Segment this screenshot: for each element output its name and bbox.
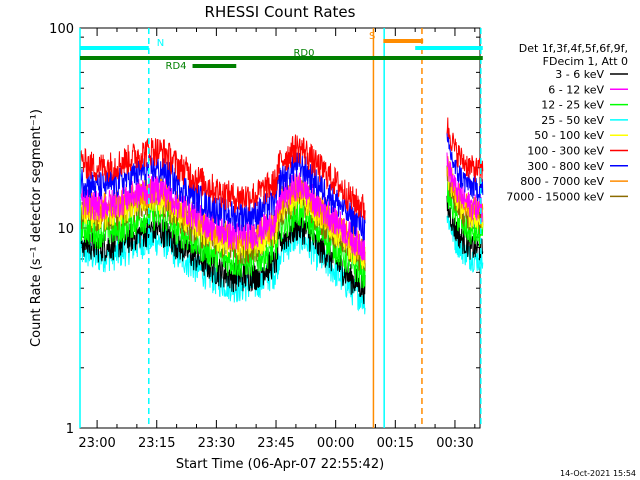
legend-entry-label: 7000 - 15000 keV [506,190,604,203]
axes: 1 10 100 Count Rate (s⁻¹ detector segment⁻¹… [29,22,481,451]
x-tick-label: 23:15 [138,436,175,451]
legend-header: Det 1f,3f,4f,5f,6f,9f, [519,42,628,55]
legend-header: FDecim 1, Att 0 [543,55,628,68]
annotation-label: S [369,31,375,42]
series-line [79,134,366,221]
x-tick-label: 00:30 [436,436,473,451]
x-tick-label: 23:45 [257,436,294,451]
x-tick-label: 00:15 [377,436,414,451]
y-tick-label: 100 [49,22,74,37]
footer-timestamp: 14-Oct-2021 15:54 [560,469,636,478]
y-tick-label: 1 [66,422,74,437]
series-line [79,213,366,305]
legend-entry-label: 800 - 7000 keV [520,175,604,188]
annotation-label: N [157,38,164,49]
legend: Det 1f,3f,4f,5f,6f,9f,FDecim 1, Att 03 -… [506,42,628,203]
series-line [446,117,484,183]
legend-entry-label: 50 - 100 keV [534,129,604,142]
plot-frame [79,27,481,429]
annotation-label: RD4 [166,61,187,72]
series-line [446,213,484,274]
series-line [79,172,366,261]
x-axis-label: Start Time (06-Apr-07 22:55:42) [176,457,384,472]
y-tick-label: 10 [57,222,74,237]
annotation-label: RD0 [293,48,314,59]
chart-title: RHESSI Count Rates [205,3,356,21]
curves [79,117,484,315]
legend-entry-label: 6 - 12 keV [548,83,604,96]
x-tick-label: 23:00 [78,436,115,451]
legend-entry-label: 25 - 50 keV [541,114,604,127]
x-tick-label: 23:30 [198,436,235,451]
overlays: N S RD0 RD4 [79,28,483,428]
legend-entry-label: 100 - 300 keV [527,145,604,158]
series-line [446,152,484,223]
legend-entry-label: 12 - 25 keV [541,99,604,112]
legend-entry-label: 3 - 6 keV [555,68,604,81]
legend-entry-label: 300 - 800 keV [527,160,604,173]
series-line [446,133,484,202]
y-axis-label: Count Rate (s⁻¹ detector segment⁻¹) [29,109,44,347]
x-tick-label: 00:00 [317,436,354,451]
